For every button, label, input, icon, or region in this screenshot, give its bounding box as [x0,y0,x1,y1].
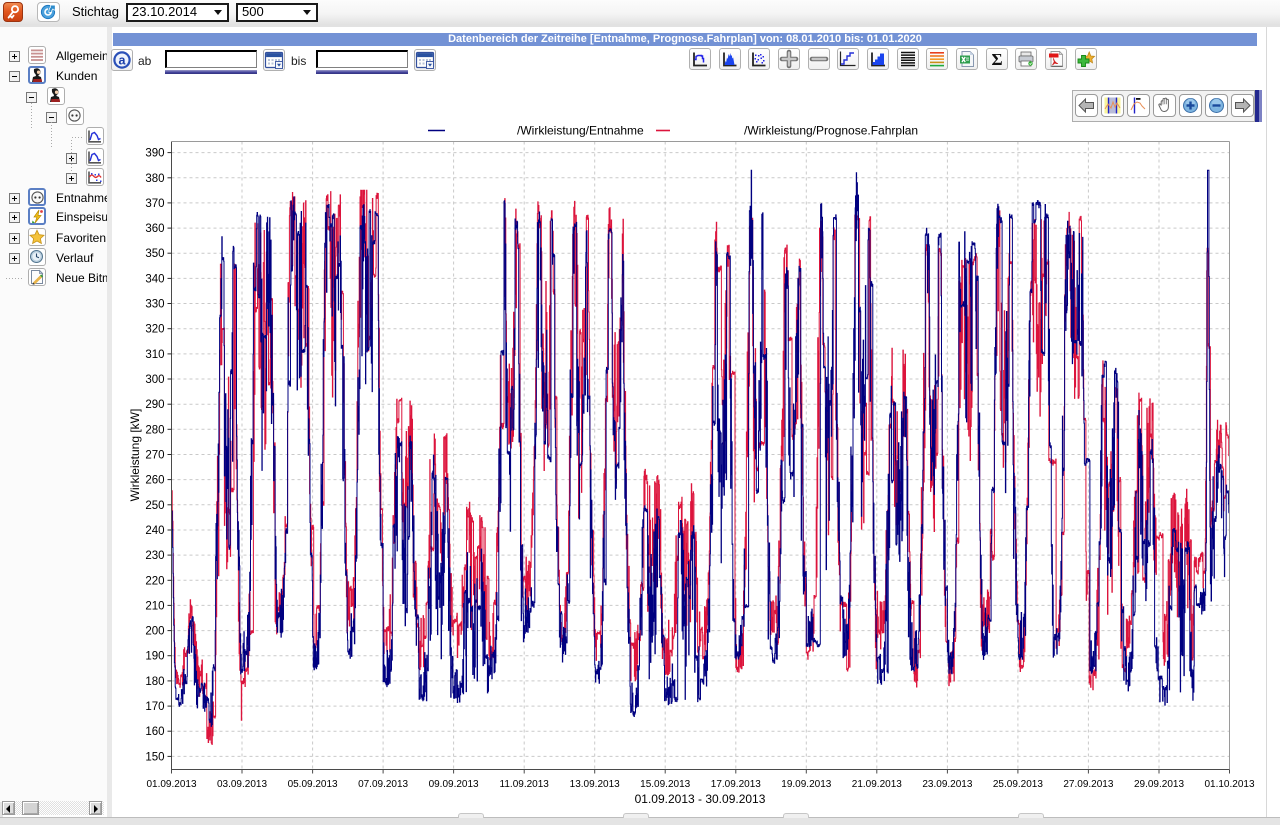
svg-text:25.09.2013: 25.09.2013 [993,779,1043,790]
svg-text:a: a [119,54,127,68]
svg-text:09.09.2013: 09.09.2013 [429,779,479,790]
svg-text:380: 380 [145,173,164,185]
svg-text:210: 210 [145,600,164,612]
svg-text:01.09.2013 - 30.09.2013: 01.09.2013 - 30.09.2013 [635,792,766,806]
svg-text:220: 220 [145,575,164,587]
svg-text:03.09.2013: 03.09.2013 [217,779,267,790]
svg-text:390: 390 [145,148,164,160]
svg-text:370: 370 [145,198,164,210]
svg-text:300: 300 [145,374,164,386]
svg-text:13.09.2013: 13.09.2013 [570,779,620,790]
svg-text:170: 170 [145,701,164,713]
svg-text:360: 360 [145,223,164,235]
svg-text:320: 320 [145,324,164,336]
svg-text:29.09.2013: 29.09.2013 [1134,779,1184,790]
svg-text:15.09.2013: 15.09.2013 [640,779,690,790]
svg-text:/Wirkleistung/Entnahme: /Wirkleistung/Entnahme [517,124,644,138]
svg-text:21.09.2013: 21.09.2013 [852,779,902,790]
svg-text:290: 290 [145,399,164,411]
svg-text:19.09.2013: 19.09.2013 [781,779,831,790]
svg-text:240: 240 [145,525,164,537]
svg-text:05.09.2013: 05.09.2013 [288,779,338,790]
svg-text:07.09.2013: 07.09.2013 [358,779,408,790]
svg-text:17.09.2013: 17.09.2013 [711,779,761,790]
svg-text:330: 330 [145,299,164,311]
svg-text:230: 230 [145,550,164,562]
svg-text:Σ: Σ [991,50,1002,69]
svg-text:260: 260 [145,475,164,487]
svg-text:160: 160 [145,726,164,738]
svg-text:280: 280 [145,424,164,436]
svg-text:01.09.2013: 01.09.2013 [146,779,196,790]
svg-text:11.09.2013: 11.09.2013 [500,779,550,790]
svg-text:/Wirkleistung/Prognose.Fahrpla: /Wirkleistung/Prognose.Fahrplan [744,124,918,138]
svg-text:01.10.2013: 01.10.2013 [1204,779,1254,790]
svg-text:27.09.2013: 27.09.2013 [1063,779,1113,790]
svg-text:310: 310 [145,349,164,361]
svg-text:190: 190 [145,651,164,663]
svg-text:250: 250 [145,500,164,512]
svg-text:180: 180 [145,676,164,688]
svg-text:270: 270 [145,450,164,462]
svg-text:150: 150 [145,751,164,763]
svg-text:350: 350 [145,248,164,260]
svg-text:200: 200 [145,626,164,638]
svg-text:23.09.2013: 23.09.2013 [922,779,972,790]
svg-text:Wirkleistung [kW]: Wirkleistung [kW] [128,409,142,502]
svg-text:340: 340 [145,273,164,285]
